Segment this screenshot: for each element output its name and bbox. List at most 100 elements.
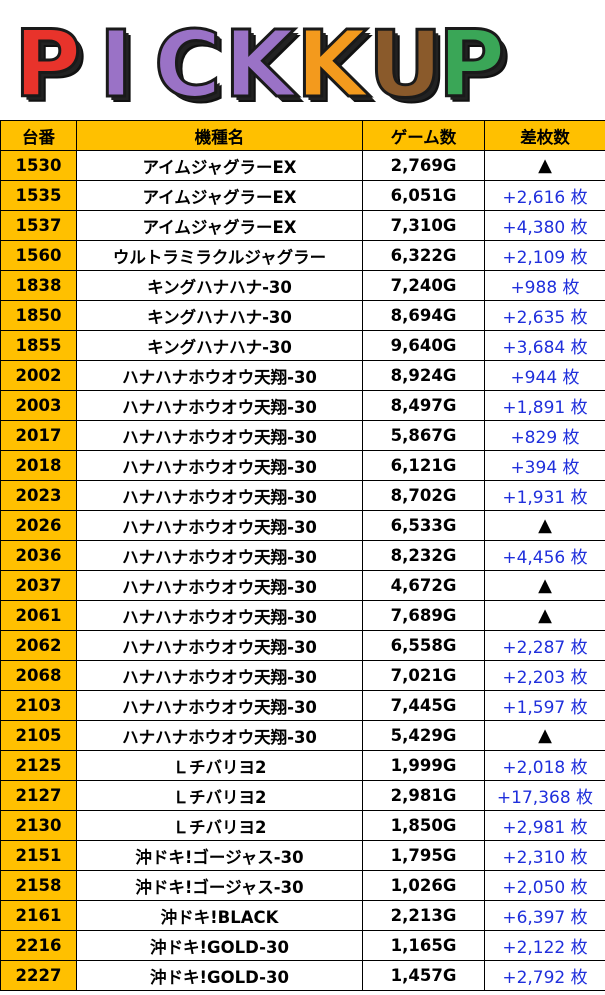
game-count-cell: 7,021G	[362, 660, 485, 691]
table-row: 1855 キングハナハナ-30 9,640G +3,684 枚	[0, 330, 605, 361]
game-count-cell: 1,999G	[362, 750, 485, 781]
medal-difference-cell: +1,891 枚	[484, 390, 605, 421]
game-count-cell: 8,232G	[362, 540, 485, 571]
machine-number-cell: 2105	[0, 720, 77, 751]
machine-number-cell: 2061	[0, 600, 77, 631]
medal-difference-cell: +1,931 枚	[484, 480, 605, 511]
medal-difference-cell: +394 枚	[484, 450, 605, 481]
machine-name-cell: アイムジャグラーEX	[76, 210, 363, 241]
machine-name-cell: ハナハナホウオウ天翔-30	[76, 630, 363, 661]
medal-difference-cell: +2,050 枚	[484, 870, 605, 901]
banner-letter: P	[13, 11, 83, 118]
game-count-cell: 6,533G	[362, 510, 485, 541]
machine-name-cell: ハナハナホウオウ天翔-30	[76, 390, 363, 421]
table-row: 1530 アイムジャグラーEX 2,769G ▲	[0, 150, 605, 181]
machine-number-cell: 2103	[0, 690, 77, 721]
machine-name-cell: ハナハナホウオウ天翔-30	[76, 450, 363, 481]
table-row: 1537 アイムジャグラーEX 7,310G +4,380 枚	[0, 210, 605, 241]
table-row: 2036 ハナハナホウオウ天翔-30 8,232G +4,456 枚	[0, 540, 605, 571]
game-count-cell: 8,497G	[362, 390, 485, 421]
medal-difference-cell: +4,456 枚	[484, 540, 605, 571]
game-count-cell: 1,165G	[362, 930, 485, 961]
medal-difference-cell: +4,380 枚	[484, 210, 605, 241]
table-row: 2103 ハナハナホウオウ天翔-30 7,445G +1,597 枚	[0, 690, 605, 721]
medal-difference-cell: +2,203 枚	[484, 660, 605, 691]
game-count-cell: 8,924G	[362, 360, 485, 391]
medal-difference-cell: +6,397 枚	[484, 900, 605, 931]
table-row: 2227 沖ドキ!GOLD-30 1,457G +2,792 枚	[0, 960, 605, 991]
machine-name-cell: ウルトラミラクルジャグラー	[76, 240, 363, 271]
machine-name-cell: ハナハナホウオウ天翔-30	[76, 720, 363, 751]
machine-number-cell: 2130	[0, 810, 77, 841]
table-row: 2002 ハナハナホウオウ天翔-30 8,924G +944 枚	[0, 360, 605, 391]
machine-name-cell: 沖ドキ!ゴージャス-30	[76, 840, 363, 871]
machine-name-cell: キングハナハナ-30	[76, 330, 363, 361]
machine-number-cell: 1560	[0, 240, 77, 271]
table-row: 2216 沖ドキ!GOLD-30 1,165G +2,122 枚	[0, 930, 605, 961]
table-header-row: 台番 機種名 ゲーム数 差枚数	[0, 120, 605, 151]
machine-number-cell: 2003	[0, 390, 77, 421]
game-count-cell: 5,429G	[362, 720, 485, 751]
game-count-cell: 8,702G	[362, 480, 485, 511]
machine-name-cell: 沖ドキ!GOLD-30	[76, 930, 363, 961]
medal-difference-cell: ▲	[484, 570, 605, 601]
machine-number-cell: 1850	[0, 300, 77, 331]
machine-number-cell: 2023	[0, 480, 77, 511]
machine-name-cell: ハナハナホウオウ天翔-30	[76, 570, 363, 601]
machine-number-cell: 2068	[0, 660, 77, 691]
table-row: 1535 アイムジャグラーEX 6,051G +2,616 枚	[0, 180, 605, 211]
table-row: 2026 ハナハナホウオウ天翔-30 6,533G ▲	[0, 510, 605, 541]
game-count-cell: 6,558G	[362, 630, 485, 661]
machine-number-cell: 2216	[0, 930, 77, 961]
game-count-cell: 5,867G	[362, 420, 485, 451]
machine-name-cell: キングハナハナ-30	[76, 300, 363, 331]
game-count-cell: 7,689G	[362, 600, 485, 631]
machine-number-cell: 2026	[0, 510, 77, 541]
game-count-cell: 8,694G	[362, 300, 485, 331]
machine-number-cell: 2017	[0, 420, 77, 451]
pickup-table: 台番 機種名 ゲーム数 差枚数 1530 アイムジャグラーEX 2,769G ▲ 153…	[0, 120, 605, 991]
medal-difference-cell: +2,287 枚	[484, 630, 605, 661]
game-count-cell: 1,795G	[362, 840, 485, 871]
machine-number-cell: 2125	[0, 750, 77, 781]
medal-difference-cell: +2,122 枚	[484, 930, 605, 961]
table-row: 2017 ハナハナホウオウ天翔-30 5,867G +829 枚	[0, 420, 605, 451]
table-row: 1850 キングハナハナ-30 8,694G +2,635 枚	[0, 300, 605, 331]
machine-number-cell: 2161	[0, 900, 77, 931]
table-row: 2130 Ｌチバリヨ2 1,850G +2,981 枚	[0, 810, 605, 841]
medal-difference-cell: +2,109 枚	[484, 240, 605, 271]
medal-difference-cell: +829 枚	[484, 420, 605, 451]
table-row: 2161 沖ドキ!BLACK 2,213G +6,397 枚	[0, 900, 605, 931]
header-machine-number: 台番	[0, 120, 77, 151]
machine-number-cell: 2062	[0, 630, 77, 661]
game-count-cell: 6,121G	[362, 450, 485, 481]
game-count-cell: 6,322G	[362, 240, 485, 271]
game-count-cell: 1,850G	[362, 810, 485, 841]
table-row: 1838 キングハナハナ-30 7,240G +988 枚	[0, 270, 605, 301]
machine-number-cell: 2127	[0, 780, 77, 811]
table-row: 2061 ハナハナホウオウ天翔-30 7,689G ▲	[0, 600, 605, 631]
machine-name-cell: Ｌチバリヨ2	[76, 780, 363, 811]
table-row: 2018 ハナハナホウオウ天翔-30 6,121G +394 枚	[0, 450, 605, 481]
header-game-count: ゲーム数	[362, 120, 485, 151]
header-machine-name: 機種名	[76, 120, 363, 151]
header-medal-difference: 差枚数	[484, 120, 605, 151]
medal-difference-cell: ▲	[484, 600, 605, 631]
machine-name-cell: Ｌチバリヨ2	[76, 810, 363, 841]
game-count-cell: 4,672G	[362, 570, 485, 601]
table-row: 2151 沖ドキ!ゴージャス-30 1,795G +2,310 枚	[0, 840, 605, 871]
game-count-cell: 1,457G	[362, 960, 485, 991]
game-count-cell: 6,051G	[362, 180, 485, 211]
machine-name-cell: ハナハナホウオウ天翔-30	[76, 690, 363, 721]
machine-name-cell: ハナハナホウオウ天翔-30	[76, 360, 363, 391]
medal-difference-cell: +2,635 枚	[484, 300, 605, 331]
machine-number-cell: 1537	[0, 210, 77, 241]
medal-difference-cell: +944 枚	[484, 360, 605, 391]
machine-number-cell: 2036	[0, 540, 77, 571]
game-count-cell: 2,769G	[362, 150, 485, 181]
table-row: 2023 ハナハナホウオウ天翔-30 8,702G +1,931 枚	[0, 480, 605, 511]
table-row: 2037 ハナハナホウオウ天翔-30 4,672G ▲	[0, 570, 605, 601]
table-row: 2068 ハナハナホウオウ天翔-30 7,021G +2,203 枚	[0, 660, 605, 691]
